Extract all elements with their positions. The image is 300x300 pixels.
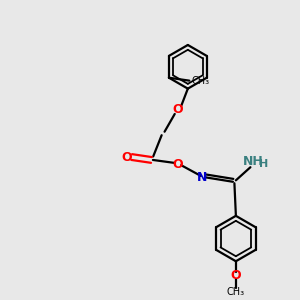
Text: CH₃: CH₃	[227, 287, 245, 297]
Text: N: N	[197, 171, 208, 184]
Text: NH: NH	[243, 155, 264, 168]
Text: O: O	[172, 158, 183, 171]
Text: CH₃: CH₃	[191, 76, 209, 85]
Text: H: H	[259, 159, 268, 169]
Text: O: O	[172, 103, 183, 116]
Text: O: O	[122, 151, 132, 164]
Text: O: O	[231, 269, 241, 282]
